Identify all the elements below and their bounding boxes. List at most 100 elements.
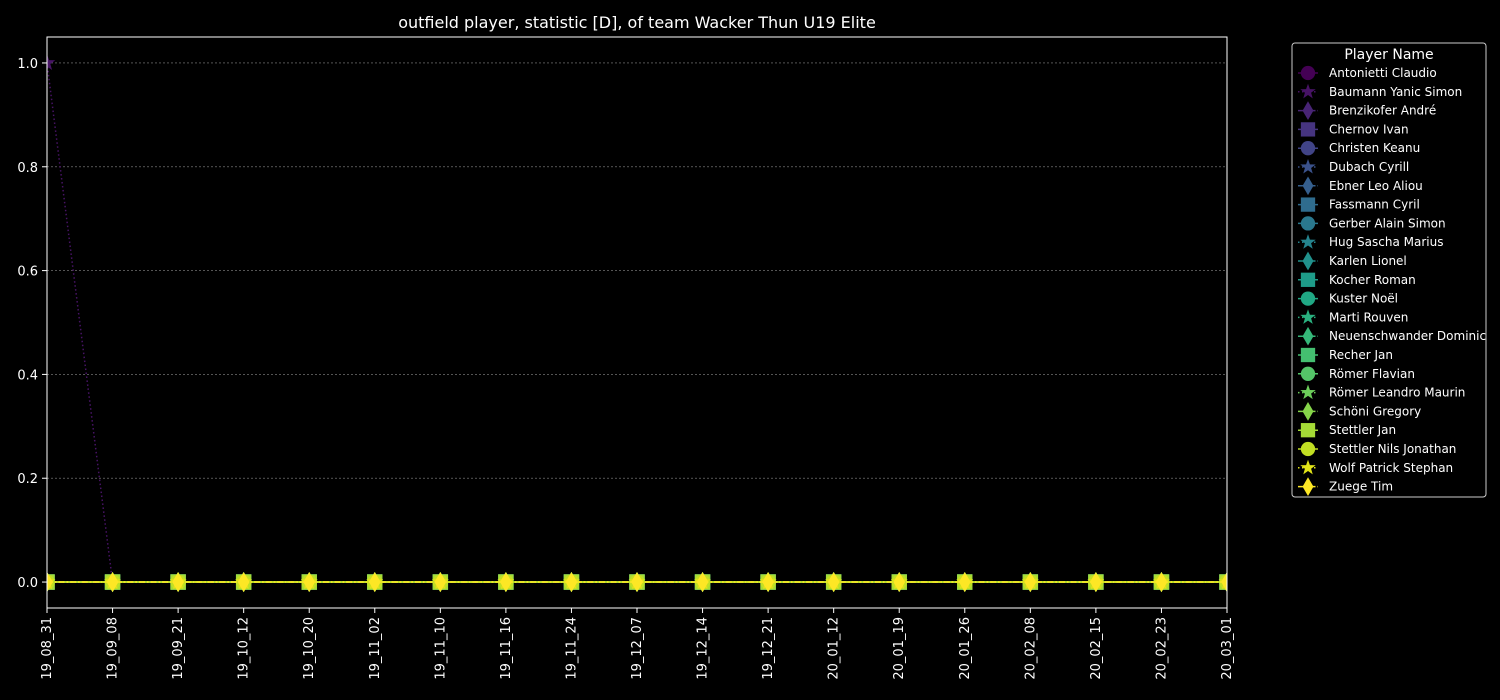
chart-title: outfield player, statistic [D], of team … [398,13,876,32]
data-point [1090,571,1102,593]
data-point [303,571,316,593]
data-point [434,571,447,593]
legend-entry: Christen Keanu [1298,141,1420,156]
legend-label: Römer Flavian [1329,367,1415,381]
data-point [827,571,840,593]
legend-label: Christen Keanu [1329,141,1420,155]
legend-label: Antonietti Claudio [1329,66,1437,80]
legend-entry: Römer Leandro Maurin [1298,384,1465,400]
x-tick-label: 19_12_14 [696,617,711,680]
y-tick-label: 0.2 [17,472,38,487]
data-point [500,571,512,593]
legend-label: Fassmann Cyril [1329,198,1420,212]
data-point [631,571,643,593]
x-tick-label: 19_08_31 [40,617,55,680]
data-point [1155,571,1168,593]
legend-label: Brenzikofer André [1329,104,1436,118]
data-point [237,571,250,593]
legend-entry: Neuenschwander Dominic [1298,326,1486,346]
x-tick-label: 20_01_19 [892,617,907,680]
x-tick-label: 19_11_16 [499,617,514,680]
y-tick-label: 0.0 [17,576,38,591]
legend-label: Kocher Roman [1329,273,1416,287]
legend-marker [1300,441,1316,457]
legend-title: Player Name [1344,47,1433,63]
legend-marker [1300,216,1316,231]
legend-label: Karlen Lionel [1329,254,1407,268]
legend-marker [1300,366,1316,381]
legend-marker [1300,309,1316,324]
legend-marker [1302,101,1314,120]
legend-marker [1300,141,1316,156]
legend-entry: Baumann Yanic Simon [1298,83,1462,99]
series [47,571,1227,593]
series [47,54,1227,590]
x-tick-label: 19_12_07 [630,617,645,680]
x-tick-label: 19_09_08 [106,617,121,680]
legend-marker [1302,176,1314,196]
x-tick-label: 20_02_23 [1154,617,1169,680]
legend-label: Wolf Patrick Stephan [1329,461,1453,475]
legend-marker [1300,291,1316,306]
legend-marker [1300,83,1316,99]
legend-entry: Ebner Leo Aliou [1298,176,1423,196]
x-tick-label: 20_01_12 [827,617,842,680]
data-point [1024,571,1037,593]
data-point [565,571,578,593]
data-point [47,54,56,70]
legend-entry: Zuege Tim [1298,477,1393,496]
legend-label: Zuege Tim [1329,480,1393,494]
grid-lines [47,62,1227,583]
legend-entry: Schöni Gregory [1298,402,1421,421]
legend-entry: Antonietti Claudio [1298,65,1437,81]
legend-marker [1300,65,1316,81]
legend-label: Hug Sascha Marius [1329,235,1444,249]
data-point [696,571,709,593]
legend-entry: Chernov Ivan [1298,122,1409,137]
legend-entry: Marti Rouven [1298,309,1408,324]
y-tick-label: 0.6 [17,265,38,280]
axes: 0.0 0.2 0.4 0.6 0.8 1.0 19_08_31 19_09_08 19_09_… [17,57,1235,680]
data-point [1221,571,1227,593]
legend-marker [1302,402,1314,421]
x-tick-label: 19_11_02 [368,617,383,680]
data-point [106,571,119,593]
x-tick-label: 20_02_15 [1089,617,1104,680]
data-point [958,571,971,593]
legend-label: Ebner Leo Aliou [1329,179,1423,193]
legend-entry: Brenzikofer André [1298,101,1436,120]
legend-label: Recher Jan [1329,348,1393,362]
legend-entry: Karlen Lionel [1298,251,1407,271]
legend-label: Neuenschwander Dominic [1329,329,1486,343]
x-tick-label: 19_11_24 [564,617,579,680]
legend-marker [1302,477,1314,496]
legend-label: Stettler Jan [1329,423,1396,437]
legend-entry: Fassmann Cyril [1298,197,1420,212]
y-tick-label: 0.8 [17,161,38,176]
legend-marker [1300,347,1316,363]
legend-entry: Stettler Jan [1298,423,1396,438]
legend-label: Schöni Gregory [1329,404,1421,418]
legend-label: Stettler Nils Jonathan [1329,442,1456,456]
legend-label: Kuster Noël [1329,292,1398,306]
series-layer [47,54,1227,593]
legend-label: Römer Leandro Maurin [1329,386,1465,400]
legend-label: Chernov Ivan [1329,122,1409,136]
legend-label: Dubach Cyrill [1329,160,1409,174]
legend-entry: Kuster Noël [1298,291,1398,306]
legend-marker [1300,122,1316,137]
y-tick-label: 1.0 [17,57,38,72]
legend-marker [1300,197,1316,212]
legend-entry: Römer Flavian [1298,366,1415,381]
x-tick-label: 20_01_26 [958,617,973,680]
x-tick-label: 19_12_21 [761,617,776,680]
legend-entry: Kocher Roman [1298,272,1416,287]
legend-label: Baumann Yanic Simon [1329,85,1462,99]
legend-marker [1300,158,1316,174]
legend-entry: Stettler Nils Jonathan [1298,441,1456,457]
legend-entry: Gerber Alain Simon [1298,216,1446,231]
legend-label: Gerber Alain Simon [1329,216,1446,230]
data-point [368,571,381,593]
legend-marker [1300,272,1316,287]
